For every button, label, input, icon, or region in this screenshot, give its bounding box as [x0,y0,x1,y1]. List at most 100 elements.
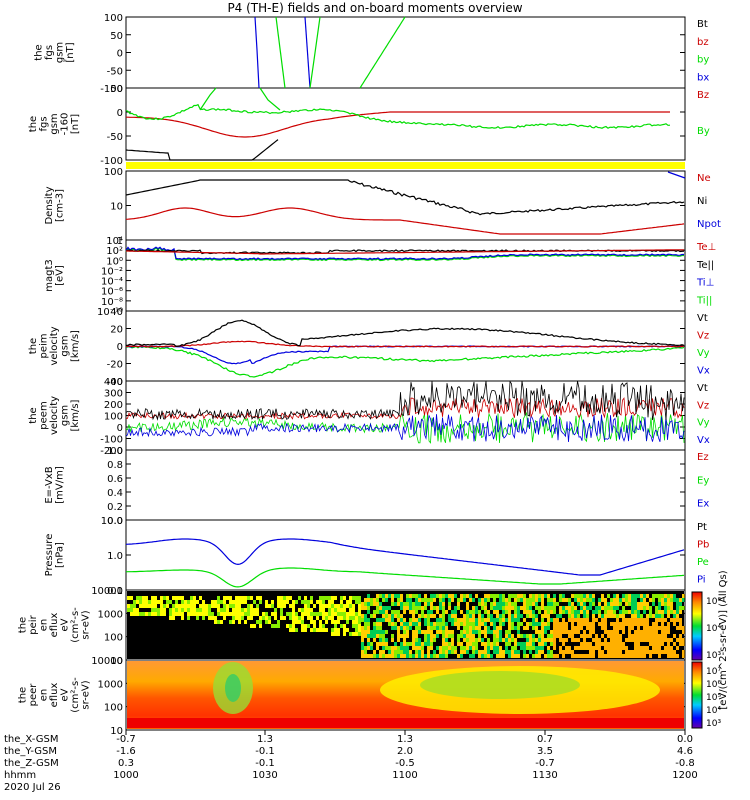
spectrogram-cell [325,596,328,600]
spectrogram-cell [508,630,511,634]
spectrogram-cell [412,630,415,634]
y-tick-label: 50 [110,84,123,95]
y-tick-label: 100 [104,633,123,644]
spectrogram-cell [559,594,562,598]
spectrogram-cell [142,604,145,608]
spectrogram-cell [631,650,634,654]
y-tick-label: 0.6 [107,474,123,485]
spectrogram-cell [352,604,355,608]
x-tick-label: -0.7 [116,734,136,745]
spectrogram-cell [505,630,508,634]
spectrogram-cell [577,594,580,598]
y-axis-label: the [28,407,39,423]
series-by [309,16,321,89]
spectrogram-cell [232,608,235,612]
spectrogram-cell [514,618,517,622]
spectrogram-cell [505,634,508,638]
spectrogram-cell [289,604,292,608]
spectrogram-cell [439,606,442,610]
spectrogram-cell [391,634,394,638]
spectrogram-cell [556,630,559,634]
y-tick-label: -100 [100,156,123,167]
spectrogram-cell [397,602,400,606]
legend-entry: Vz [697,331,709,342]
y-tick-label: 0.4 [107,488,123,499]
spectrogram-cell [631,618,634,622]
spectrogram-cell [454,606,457,610]
spectrogram-cell [376,594,379,598]
legend-entry: Pt [697,522,707,533]
spectrogram-cell [334,608,337,612]
spectrogram-cell [208,604,211,608]
spectrogram-cell [241,608,244,612]
spectrogram-cell [589,626,592,630]
spectrogram-cell [655,622,658,626]
spectrogram-cell [322,608,325,612]
spectrogram-cell [163,612,166,616]
spectrogram-cell [250,604,253,608]
spectrogram-cell [439,614,442,618]
spectrogram-cell [319,608,322,612]
spectrogram-cell [484,626,487,630]
y-tick-label: 0.2 [107,502,123,513]
spectrogram-cell [352,616,355,620]
spectrogram-cell [676,626,679,630]
spectrogram-cell [514,614,517,618]
spectrogram-cell [373,610,376,614]
spectrogram-cell [649,614,652,618]
spectrogram-cell [472,622,475,626]
spectrogram-cell [604,654,607,658]
spectrogram-cell [184,600,187,604]
spectrogram-cell [682,650,685,654]
spectrogram-cell [481,650,484,654]
spectrogram-cell [421,614,424,618]
spectrogram-cell [280,616,283,620]
spectrogram-cell [427,614,430,618]
x-tick-label: 1030 [252,770,277,781]
spectrogram-cell [622,614,625,618]
spectrogram-cell [247,596,250,600]
spectrogram-cell [607,654,610,658]
spectrogram-cell [496,646,499,650]
spectrogram-cell [499,614,502,618]
spectrogram-cell [553,594,556,598]
spectrogram-cell [475,646,478,650]
spectrogram-cell [571,614,574,618]
spectrogram-cell [658,634,661,638]
spectrogram-cell [670,602,673,606]
spectrogram-cell [499,646,502,650]
spectrogram-cell [526,642,529,646]
spectrogram-cell [451,646,454,650]
spectrogram-cell [172,596,175,600]
spectrogram-cell [487,646,490,650]
spectrogram-cell [448,642,451,646]
spectrogram-cell [529,646,532,650]
spectrogram-cell [616,614,619,618]
spectrogram-cell [541,598,544,602]
spectrogram-cell [589,630,592,634]
spectrogram-cell [463,650,466,654]
spectrogram-cell [406,642,409,646]
spectrogram-cell [613,594,616,598]
spectrogram-cell [379,626,382,630]
spectrogram-cell [658,606,661,610]
spectrogram-cell [460,618,463,622]
spectrogram-cell [490,622,493,626]
spectrogram-cell [247,608,250,612]
spectrogram-cell [286,596,289,600]
spectrogram-cell [418,614,421,618]
y-axis-label: peer [28,683,39,707]
spectrogram-cell [661,618,664,622]
spectrogram-cell [130,596,133,600]
spectrogram-cell [472,626,475,630]
spectrogram-cell [271,612,274,616]
spectrogram-cell [430,638,433,642]
spectrogram-cell [637,654,640,658]
spectrogram-cell [208,616,211,620]
spectrogram-cell [286,612,289,616]
spectrogram-cell [505,606,508,610]
spectrogram-cell [541,630,544,634]
spectrogram-cell [562,626,565,630]
spectrogram-cell [604,610,607,614]
